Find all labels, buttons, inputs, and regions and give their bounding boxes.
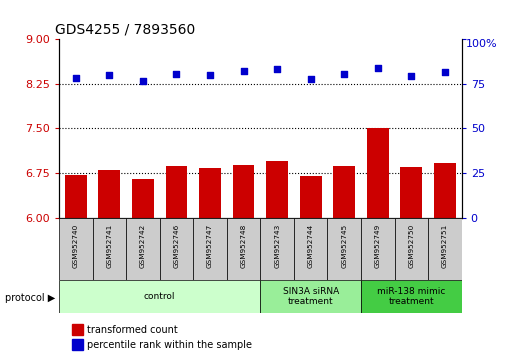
Text: GDS4255 / 7893560: GDS4255 / 7893560	[55, 22, 195, 36]
Text: GSM952751: GSM952751	[442, 223, 448, 268]
Bar	[361, 280, 462, 313]
Text: GSM952747: GSM952747	[207, 223, 213, 268]
Text: GSM952742: GSM952742	[140, 223, 146, 268]
Point	[139, 78, 147, 84]
Bar	[126, 218, 160, 280]
Bar	[367, 129, 389, 218]
Point	[441, 69, 449, 75]
Bar	[132, 179, 154, 218]
Point	[273, 67, 281, 72]
Bar	[428, 218, 462, 280]
Bar	[333, 166, 355, 218]
Bar	[227, 218, 260, 280]
Text: GSM952746: GSM952746	[173, 223, 180, 268]
Text: SIN3A siRNA
treatment: SIN3A siRNA treatment	[283, 287, 339, 306]
Bar	[260, 218, 294, 280]
Text: GSM952740: GSM952740	[73, 223, 79, 268]
Text: transformed count: transformed count	[87, 325, 178, 335]
Bar	[166, 166, 187, 218]
Text: protocol ▶: protocol ▶	[5, 293, 55, 303]
Text: GSM952749: GSM952749	[375, 223, 381, 268]
Text: percentile rank within the sample: percentile rank within the sample	[87, 340, 252, 350]
Point	[407, 73, 416, 79]
Point	[240, 68, 248, 74]
Bar	[266, 161, 288, 218]
Text: GSM952744: GSM952744	[308, 223, 313, 268]
Bar	[361, 218, 394, 280]
Bar	[260, 280, 361, 313]
Bar	[92, 218, 126, 280]
Text: control: control	[144, 292, 175, 301]
Text: GSM952745: GSM952745	[341, 223, 347, 268]
Point	[373, 65, 382, 71]
Point	[72, 75, 80, 80]
Bar	[65, 175, 87, 218]
Bar	[233, 165, 254, 218]
Text: 100%: 100%	[466, 39, 497, 49]
Point	[172, 71, 181, 76]
Text: GSM952748: GSM952748	[241, 223, 247, 268]
Bar	[193, 218, 227, 280]
Bar	[300, 176, 322, 218]
Text: miR-138 mimic
treatment: miR-138 mimic treatment	[377, 287, 446, 306]
Bar	[401, 167, 422, 218]
Text: GSM952750: GSM952750	[408, 223, 415, 268]
Text: GSM952741: GSM952741	[106, 223, 112, 268]
Bar	[59, 218, 92, 280]
Text: GSM952743: GSM952743	[274, 223, 280, 268]
Point	[105, 72, 113, 78]
Point	[340, 71, 348, 76]
Bar	[160, 218, 193, 280]
Bar	[394, 218, 428, 280]
Bar	[199, 168, 221, 218]
Bar	[59, 280, 260, 313]
Point	[206, 72, 214, 78]
Bar	[327, 218, 361, 280]
Bar	[434, 163, 456, 218]
Bar	[294, 218, 327, 280]
Point	[307, 76, 315, 82]
Bar	[98, 170, 120, 218]
